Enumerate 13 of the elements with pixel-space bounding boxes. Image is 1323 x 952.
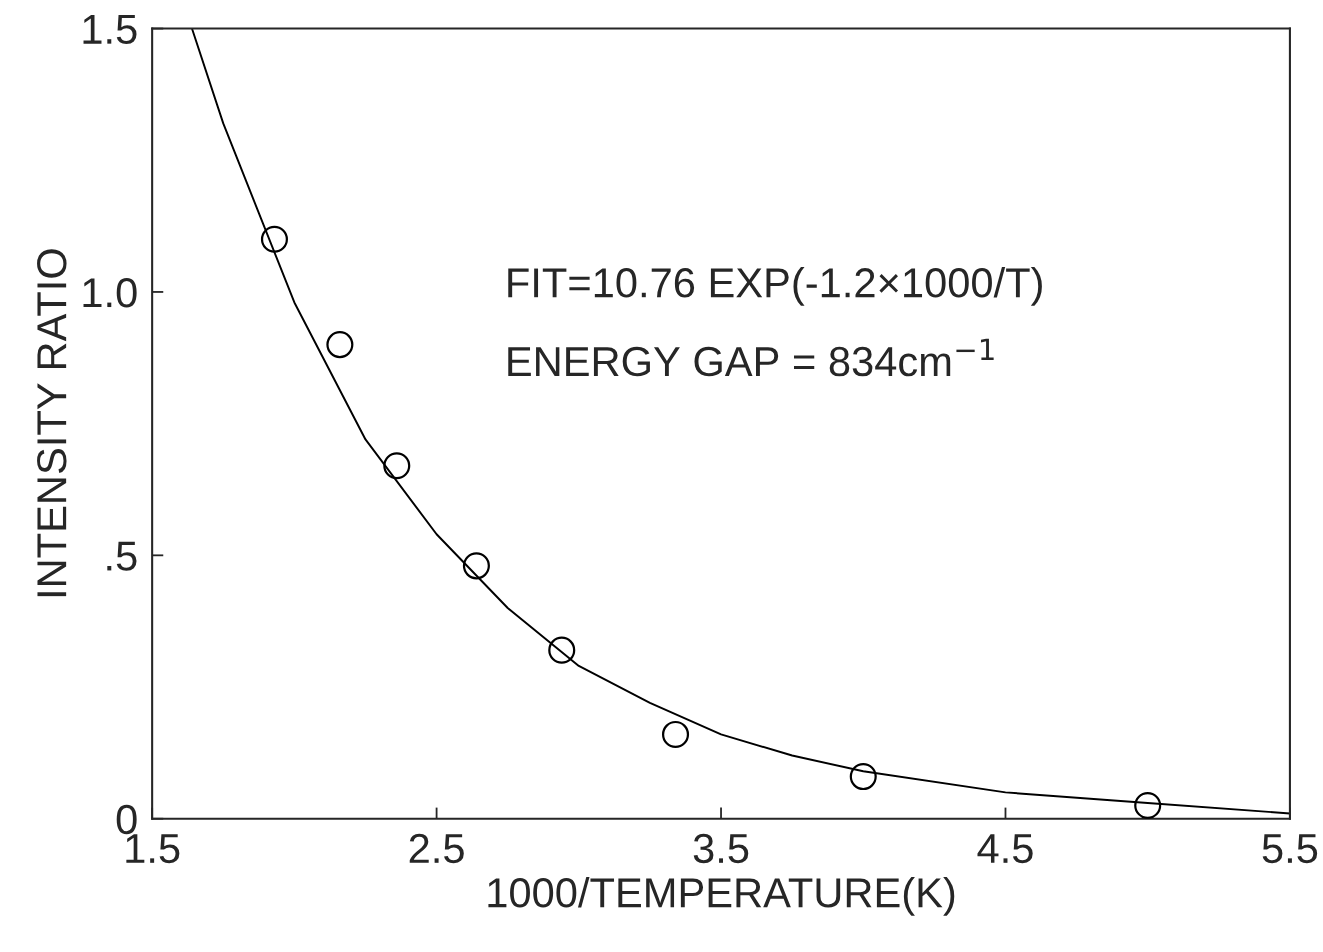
x-axis-title: 1000/TEMPERATURE(K) (488, 877, 955, 916)
annotation: ENERGY GAP = 834cm$^{−1}$ (508, 338, 994, 377)
x-tick-label: 4.5 (977, 834, 1033, 864)
x-tick-label: 3.5 (693, 833, 749, 864)
x-tick-label: 2.5 (409, 833, 464, 864)
x-tick-label: 1.5 (126, 834, 180, 864)
x-tick-label: 5.5 (1262, 834, 1318, 864)
y-tick-label: 1.5 (83, 14, 137, 45)
y-tick-label: 1.0 (83, 277, 137, 308)
y-tick-label: 0 (116, 804, 137, 835)
y-tick-label: .5 (107, 541, 137, 571)
annotation: FIT=10.76 EXP(-1.2×1000/T) (508, 267, 1042, 306)
y-axis-title: INTENSITY RATIO (37, 249, 67, 597)
